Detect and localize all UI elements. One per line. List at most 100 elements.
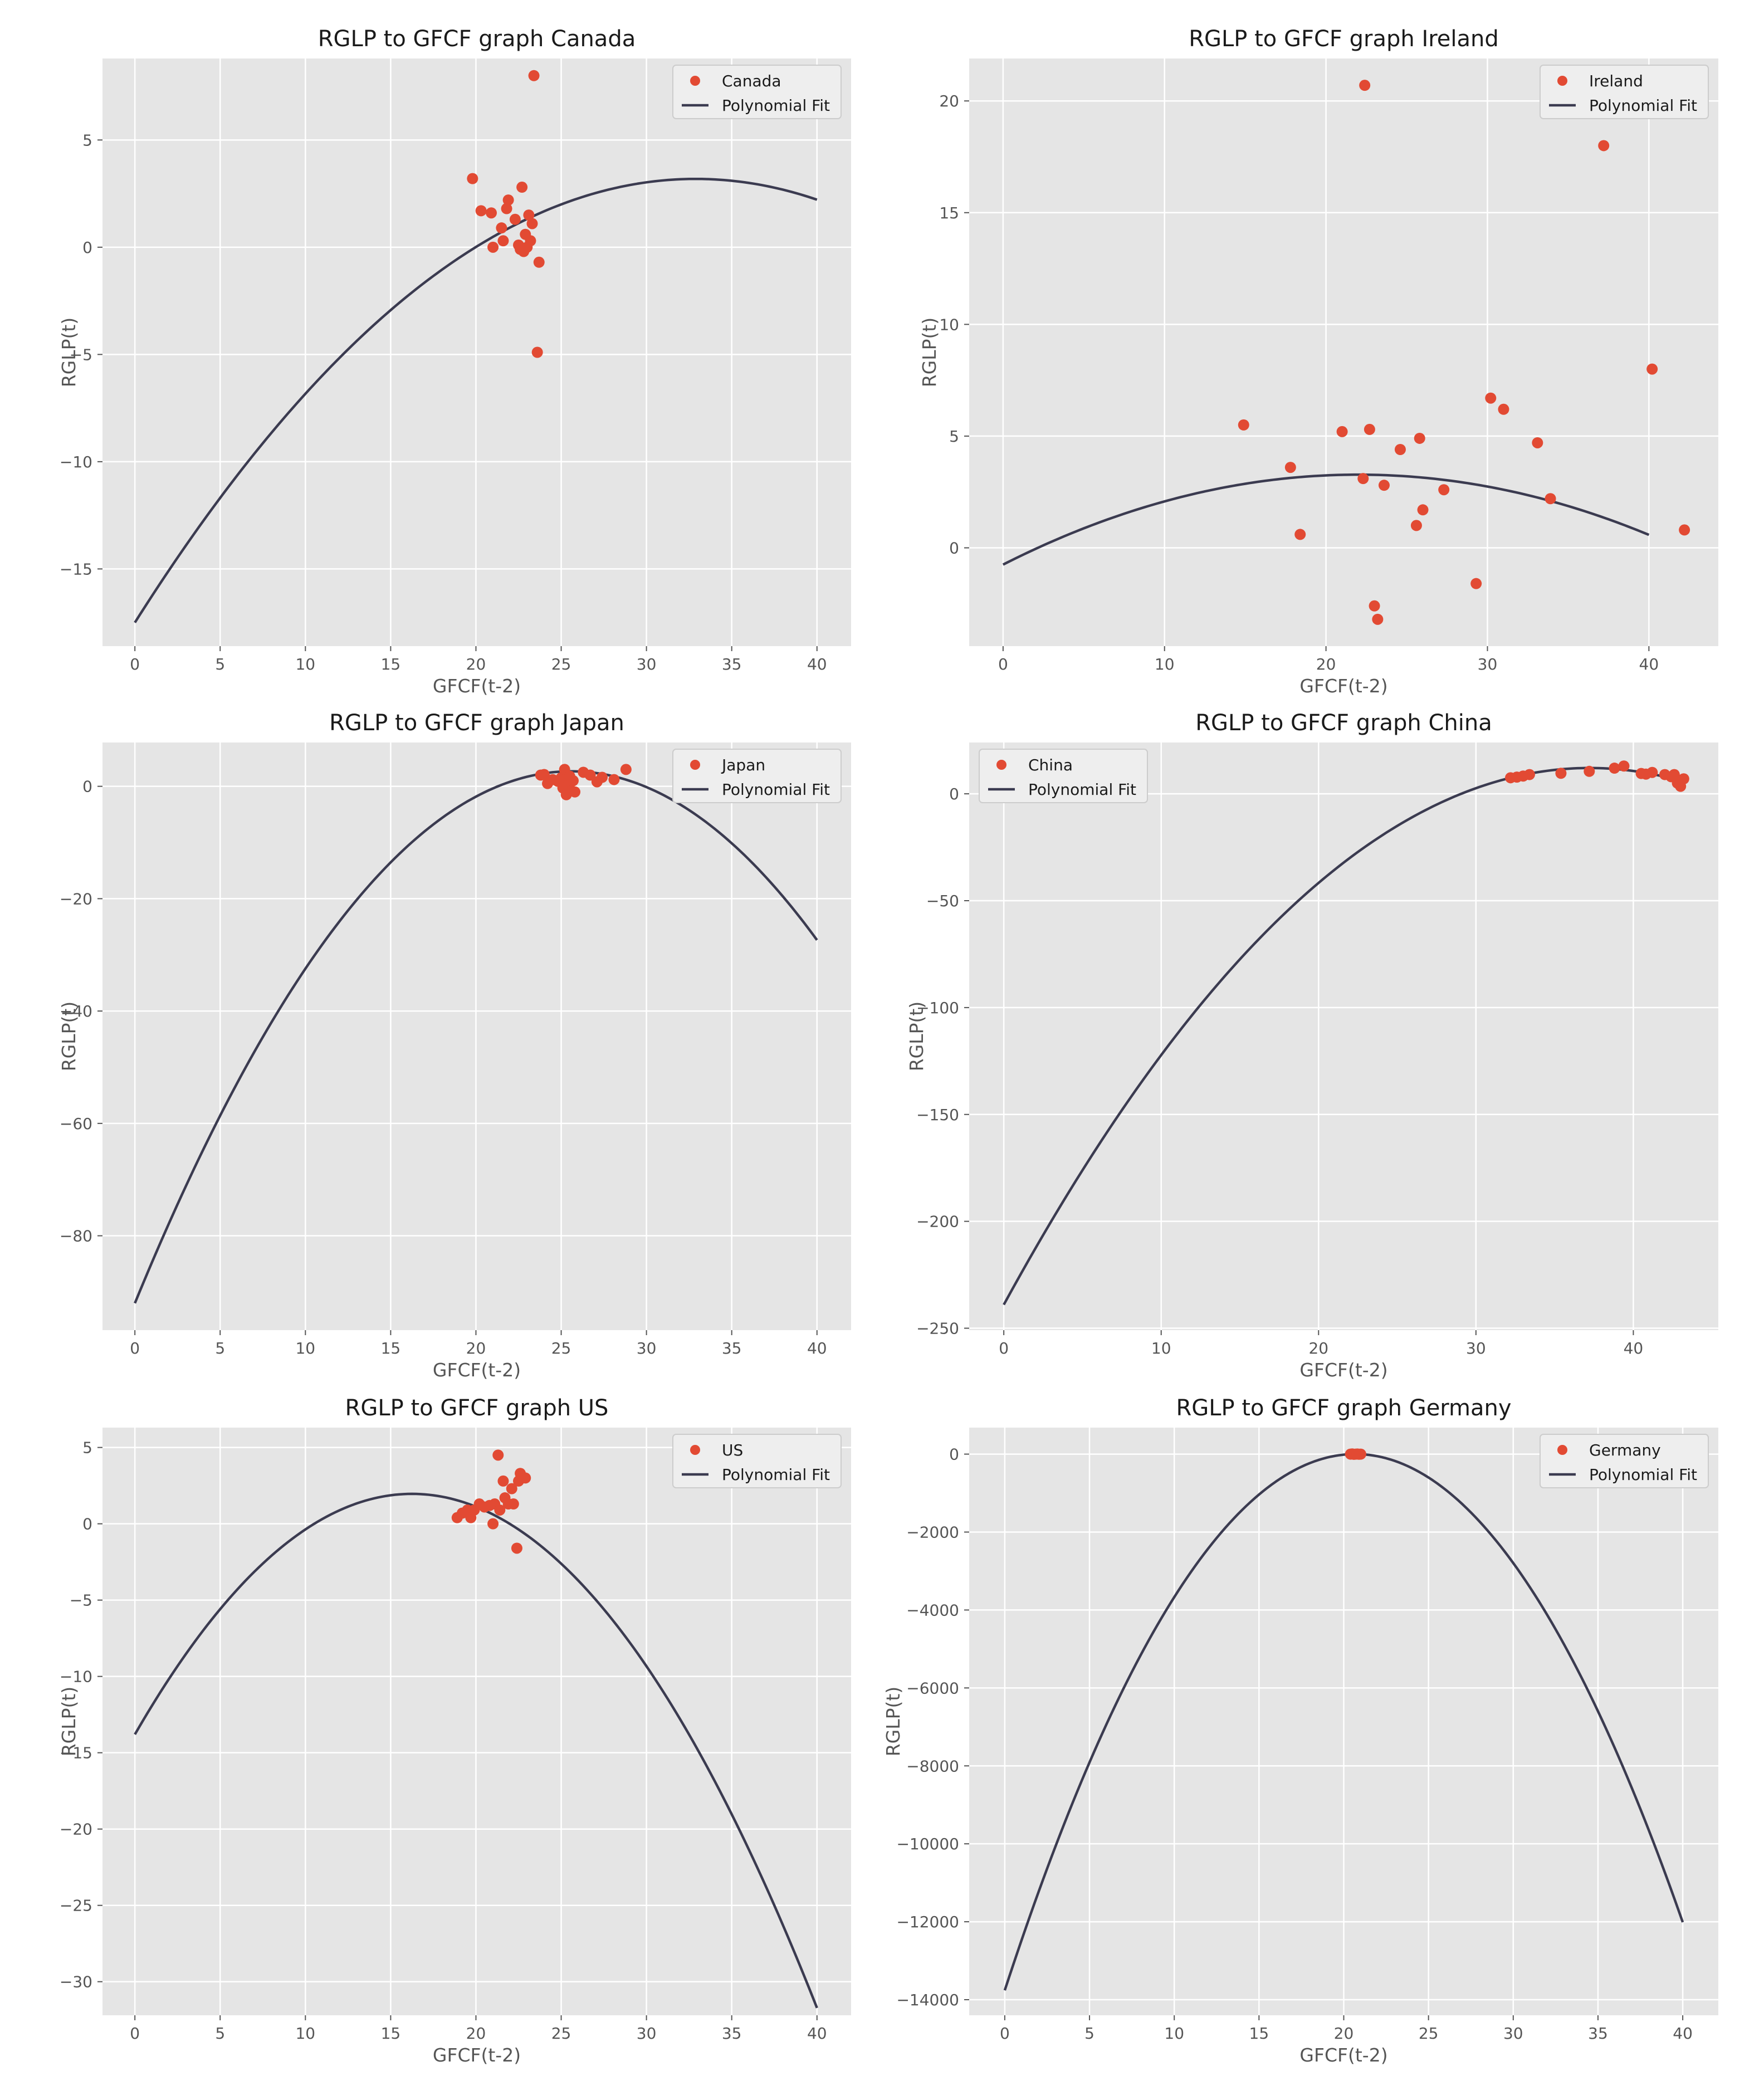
scatter-point [620,764,632,775]
scatter-point [502,194,514,206]
legend-label: Germany [1589,1441,1661,1459]
x-tick-label: 35 [1588,2024,1608,2043]
x-tick-label: 20 [466,2024,486,2043]
scatter-point [584,769,596,781]
scatter-point [1414,432,1425,444]
y-tick-label: −2000 [906,1523,959,1541]
scatter-point [501,203,512,214]
legend-label: US [722,1441,743,1459]
x-tick-label: 10 [1155,655,1175,673]
y-tick-label: −10 [60,453,92,471]
x-axis-label: GFCF(t-2) [1299,2044,1387,2066]
scatter-point [1355,1448,1366,1460]
x-tick-label: 15 [1249,2024,1269,2043]
scatter-point [1294,529,1306,540]
scatter-point [1523,769,1535,780]
y-tick-label: 5 [82,131,92,149]
scatter-point [528,70,540,81]
y-tick-label: −50 [926,892,959,910]
x-tick-label: 30 [637,2024,657,2043]
y-tick-label: 0 [949,539,959,557]
scatter-point [531,346,543,358]
y-tick-label: −15 [60,560,92,578]
scatter-point [597,771,608,783]
y-tick-label: −200 [916,1213,959,1231]
y-tick-label: 0 [82,1515,92,1533]
y-tick-label: −20 [60,1820,92,1839]
x-tick-label: 25 [1419,2024,1439,2043]
y-tick-label: −5 [70,1591,92,1610]
scatter-point [1485,392,1497,404]
legend-scatter-marker [1557,76,1567,86]
y-axis-label: RGLP(t) [58,1687,80,1756]
scatter-point [1284,462,1296,473]
x-tick-label: 20 [466,1339,486,1357]
scatter-point [487,1518,499,1530]
x-tick-label: 10 [1151,1339,1171,1357]
scatter-point [569,786,581,798]
legend-box [1540,1434,1709,1488]
plot-area [102,1428,851,2015]
legend-label: Polynomial Fit [722,1466,830,1484]
legend-label: Polynomial Fit [1589,1466,1697,1484]
x-tick-label: 5 [1084,2024,1094,2043]
x-tick-label: 15 [381,655,401,673]
x-tick-label: 15 [381,2024,401,2043]
y-tick-label: −150 [916,1106,959,1124]
y-tick-label: −5 [70,345,92,364]
scatter-point [497,235,509,247]
x-tick-label: 25 [551,1339,571,1357]
legend-label: Polynomial Fit [1589,96,1697,115]
scatter-point [1646,766,1658,778]
subplot-1: 0 10 20 30 40 0 5 10 15 20 RGLP to GFCF graph Irel… [918,26,1718,697]
y-tick-label: 5 [82,1439,92,1457]
y-tick-label: 0 [82,238,92,257]
y-tick-label: 0 [82,778,92,796]
scatter-point [1378,480,1390,491]
y-axis-label: RGLP(t) [918,317,940,387]
x-tick-label: 20 [1334,2024,1354,2043]
scatter-point [1394,443,1406,455]
scatter-point [538,769,550,780]
legend-box [1540,65,1709,119]
legend-box [672,749,842,803]
scatter-point [1555,768,1567,779]
x-tick-label: 30 [637,1339,657,1357]
scatter-point [486,207,497,219]
x-tick-label: 10 [295,2024,315,2043]
scatter-point [1498,403,1509,415]
scatter-point [1532,437,1543,448]
plot-area [969,742,1718,1330]
subplot-3: 0 10 20 30 40 −250 −200 −150 −100 −50 0 RGLP to GFC… [906,710,1718,1381]
scatter-point [494,1504,506,1516]
scatter-point [1336,426,1348,437]
chart-title: RGLP to GFCF graph Canada [318,26,636,52]
x-tick-label: 5 [215,655,225,673]
scatter-point [1410,520,1422,531]
legend-box [672,65,842,119]
polynomial-fit-line [134,770,818,1304]
scatter-point [1417,504,1429,516]
x-tick-label: 0 [130,2024,140,2043]
scatter-point [1618,760,1630,772]
x-axis-label: GFCF(t-2) [433,1359,521,1381]
scatter-point [1646,363,1658,375]
y-axis-label: RGLP(t) [58,317,80,387]
legend-scatter-marker [690,76,700,86]
scatter-point [511,1542,522,1554]
scatter-point [1438,484,1450,496]
x-tick-label: 25 [551,655,571,673]
y-tick-label: −20 [60,890,92,908]
scatter-point [509,213,521,225]
x-tick-label: 10 [295,1339,315,1357]
x-tick-label: 40 [807,2024,827,2043]
legend-box [672,1434,842,1488]
plot-area [102,58,851,646]
x-tick-label: 0 [130,1339,140,1357]
x-tick-label: 20 [466,655,486,673]
scatter-point [1584,765,1595,777]
scatter-point [526,218,538,229]
y-tick-label: 20 [939,92,959,110]
y-tick-label: −12000 [896,1913,959,1931]
